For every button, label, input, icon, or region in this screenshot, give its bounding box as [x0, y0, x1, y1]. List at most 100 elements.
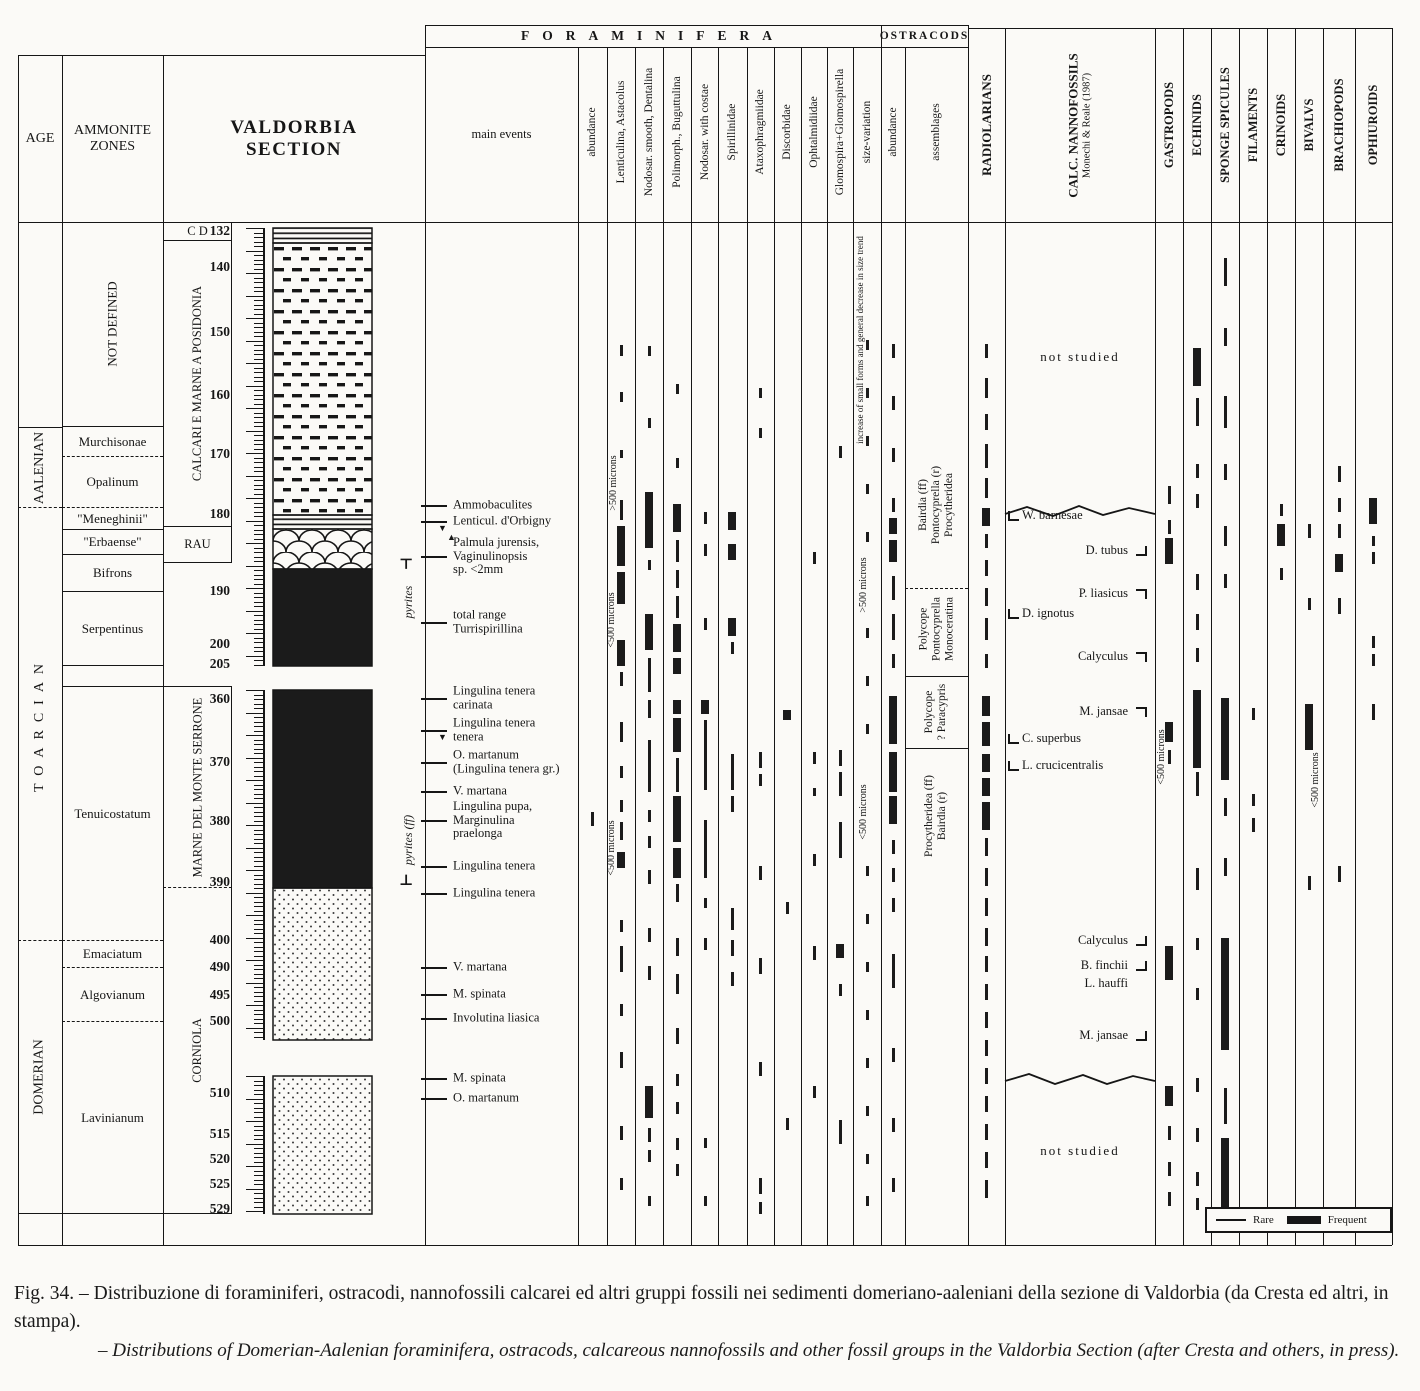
depth-ruler-tick: [254, 628, 263, 630]
range-segment: [673, 504, 681, 532]
depth-ruler-tick: [254, 570, 263, 572]
depth-ruler-tick: [254, 637, 263, 639]
depth-ruler-tick: [254, 946, 263, 948]
depth-ruler-tick: [254, 615, 263, 617]
range-segment: [647, 928, 651, 942]
depth-ruler-tick: [254, 354, 263, 356]
pyrite-note: pyrites: [401, 585, 415, 619]
depth-ruler-tick: [246, 735, 263, 737]
range-segment: [891, 396, 895, 410]
depth-ruler-tick: [254, 1148, 263, 1150]
event-tick: [421, 1018, 447, 1020]
depth-ruler-tick: [254, 417, 263, 419]
range-segment: [1279, 568, 1283, 580]
event-tick: [421, 1078, 447, 1080]
depth-ruler-tick: [254, 507, 263, 509]
event-tick: [421, 994, 447, 996]
event-label: Ammobaculites: [453, 497, 533, 512]
formation-label-text: C D: [187, 223, 208, 238]
formation-label-text: MARNE DEL MONTE SERRONE: [190, 697, 204, 877]
depth-ruler-tick: [246, 228, 263, 230]
depth-ruler-tick: [254, 906, 263, 908]
range-segment: [865, 388, 869, 398]
range-segment: [891, 898, 895, 912]
range-segment: [617, 572, 625, 604]
range-segment: [865, 1106, 869, 1116]
depth-ruler-tick: [254, 448, 263, 450]
banner-foraminifera: FORAMINIFERA: [521, 28, 785, 43]
depth-ruler-tick: [254, 606, 263, 608]
range-segment: [728, 544, 736, 560]
depth-ruler-tick: [254, 480, 263, 482]
range-segment: [984, 414, 988, 430]
range-segment: [984, 1180, 988, 1198]
depth-ruler-tick: [254, 1125, 263, 1127]
depth-ruler-tick: [246, 453, 263, 455]
range-segment: [758, 1178, 762, 1194]
range-segment: [1223, 1088, 1227, 1124]
range-segment: [617, 852, 625, 868]
column-header-foram: Ataxophragmiidae: [754, 89, 766, 175]
range-segment: [889, 540, 897, 562]
range-segment: [1195, 1128, 1199, 1142]
depth-ruler-tick: [254, 978, 263, 980]
range-segment: [1337, 498, 1341, 512]
range-segment: [982, 754, 990, 772]
depth-ruler-tick: [254, 574, 263, 576]
legend-rare-sample: [1216, 1219, 1246, 1221]
ammonite-zone-text: Opalinum: [86, 474, 139, 489]
range-segment: [1165, 722, 1173, 742]
depth-ruler-tick: [254, 1130, 263, 1132]
range-segment: [675, 1138, 679, 1150]
formation-right-border: [231, 527, 232, 563]
range-segment: [812, 1086, 816, 1098]
range-segment: [617, 526, 625, 566]
column-header-foram: Nodosar. smooth, Dentalina: [643, 67, 655, 197]
ammonite-zone-text: Murchisonae: [78, 433, 147, 449]
grid-vline: [691, 47, 692, 1245]
depth-ruler-tick: [254, 399, 263, 401]
grid-vline: [853, 47, 854, 1245]
depth-ruler-tick: [254, 928, 263, 930]
range-segment: [703, 898, 707, 908]
range-segment: [703, 720, 707, 790]
depth-ruler-tick: [254, 910, 263, 912]
event-label: Lingulina tenera tenera: [453, 715, 536, 743]
grid-vline: [905, 47, 906, 1245]
depth-ruler-tick: [254, 547, 263, 549]
range-segment: [865, 1058, 869, 1068]
range-segment: [701, 700, 709, 714]
range-segment: [619, 946, 623, 972]
event-tick: [421, 622, 447, 624]
depth-ruler-tick: [254, 336, 263, 338]
depth-ruler-tick: [254, 1000, 263, 1002]
range-segment: [1277, 524, 1285, 546]
depth-ruler-tick: [254, 264, 263, 266]
ammonite-zone-text: Bifrons: [93, 565, 132, 580]
range-segment: [647, 346, 651, 356]
depth-ruler-tick: [254, 426, 263, 428]
depth-ruler-tick: [254, 703, 263, 705]
range-segment: [865, 962, 869, 972]
grid-vline: [1183, 28, 1184, 1245]
range-segment: [891, 498, 895, 512]
depth-label: 180: [209, 506, 230, 521]
depth-ruler-tick: [254, 462, 263, 464]
depth-ruler-tick: [254, 1009, 263, 1011]
depth-label: 525: [209, 1176, 230, 1191]
event-label: M. spinata: [453, 1070, 506, 1085]
nanno-label: C. superbus: [1022, 731, 1082, 745]
depth-ruler-tick: [254, 232, 263, 234]
depth-label: 390: [209, 874, 230, 889]
range-segment: [889, 696, 897, 744]
depth-label: 200: [209, 636, 230, 651]
depth-ruler-tick: [254, 789, 263, 791]
ammonite-zone: "Meneghinii": [62, 508, 163, 530]
depth-ruler-tick: [254, 529, 263, 531]
range-segment: [1223, 798, 1227, 816]
age-label: TOARCIAN: [18, 508, 62, 941]
range-segment: [891, 576, 895, 600]
range-segment: [619, 450, 623, 458]
range-segment: [1371, 636, 1375, 648]
range-segment: [619, 1004, 623, 1016]
